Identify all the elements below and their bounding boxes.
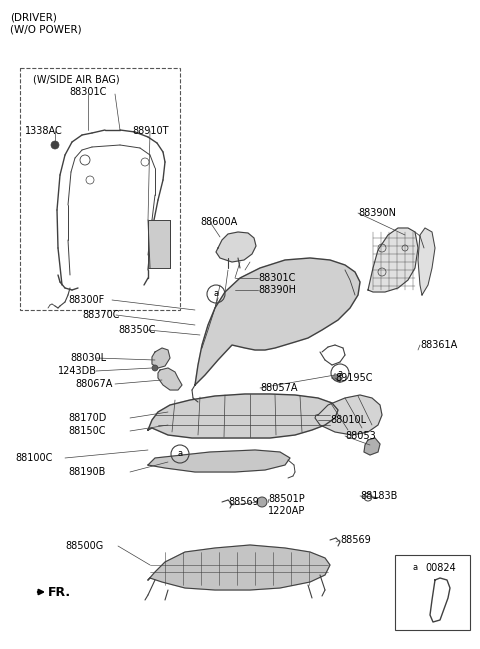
Text: 88600A: 88600A	[200, 217, 237, 227]
Text: 88569: 88569	[228, 497, 259, 507]
Text: 88170D: 88170D	[68, 413, 107, 423]
Circle shape	[51, 141, 59, 149]
Text: a: a	[214, 289, 218, 299]
Text: 88501P: 88501P	[268, 494, 305, 504]
Text: 1338AC: 1338AC	[25, 126, 63, 136]
Text: FR.: FR.	[48, 585, 71, 598]
Text: 88150C: 88150C	[68, 426, 106, 436]
Text: 1243DB: 1243DB	[58, 366, 97, 376]
Text: a: a	[337, 369, 343, 378]
Bar	[395, 555, 470, 630]
Text: 88350C: 88350C	[118, 325, 156, 335]
Text: (W/O POWER): (W/O POWER)	[10, 25, 82, 35]
Polygon shape	[195, 258, 360, 385]
Text: 88370C: 88370C	[82, 310, 120, 320]
Polygon shape	[148, 394, 338, 438]
Bar	[148, 220, 170, 268]
Circle shape	[257, 497, 267, 507]
Circle shape	[152, 365, 158, 371]
Text: 88057A: 88057A	[260, 383, 298, 393]
Text: 88569: 88569	[340, 535, 371, 545]
Text: a: a	[178, 450, 182, 458]
Text: 88301C: 88301C	[258, 273, 295, 283]
Polygon shape	[364, 438, 380, 455]
Text: 1220AP: 1220AP	[268, 506, 305, 516]
Text: 88190B: 88190B	[68, 467, 106, 477]
Text: a: a	[412, 563, 418, 572]
Text: 88300F: 88300F	[68, 295, 104, 305]
Text: 88030L: 88030L	[70, 353, 106, 363]
Polygon shape	[315, 395, 382, 435]
Text: 89195C: 89195C	[335, 373, 372, 383]
Polygon shape	[332, 374, 342, 382]
Text: (W/SIDE AIR BAG): (W/SIDE AIR BAG)	[33, 75, 120, 85]
Bar	[20, 68, 180, 310]
Text: 88910T: 88910T	[132, 126, 168, 136]
Text: 88183B: 88183B	[360, 491, 397, 501]
Text: 88390H: 88390H	[258, 285, 296, 295]
Polygon shape	[216, 232, 256, 262]
Polygon shape	[148, 545, 330, 590]
Polygon shape	[152, 348, 170, 368]
Polygon shape	[418, 228, 435, 295]
Polygon shape	[148, 450, 290, 472]
Polygon shape	[368, 228, 418, 292]
Text: 88067A: 88067A	[75, 379, 112, 389]
Text: 88053: 88053	[345, 431, 376, 441]
Text: 88390N: 88390N	[358, 208, 396, 218]
Text: 88010L: 88010L	[330, 415, 366, 425]
Text: 88500G: 88500G	[65, 541, 103, 551]
Text: 88361A: 88361A	[420, 340, 457, 350]
Text: 88100C: 88100C	[15, 453, 52, 463]
Text: 00824: 00824	[425, 563, 456, 573]
Text: 88301C: 88301C	[69, 87, 107, 97]
Polygon shape	[158, 368, 182, 390]
Text: (DRIVER): (DRIVER)	[10, 13, 57, 23]
